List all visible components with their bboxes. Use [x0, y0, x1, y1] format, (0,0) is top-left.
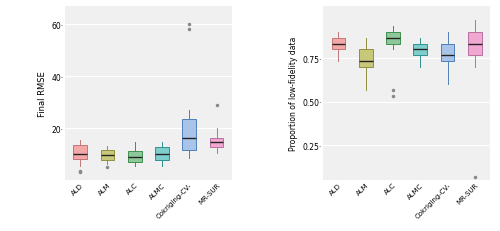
Bar	[468, 33, 482, 56]
Bar	[128, 152, 141, 162]
Bar	[210, 139, 224, 148]
Y-axis label: Proportion of low-fidelity data: Proportion of low-fidelity data	[290, 37, 298, 150]
Y-axis label: Final RMSE: Final RMSE	[38, 71, 48, 116]
Bar	[332, 39, 345, 50]
Bar	[155, 148, 169, 161]
Bar	[359, 50, 372, 68]
Bar	[386, 33, 400, 45]
Bar	[73, 145, 87, 159]
Bar	[100, 150, 114, 161]
Bar	[182, 119, 196, 150]
Bar	[414, 45, 427, 56]
Bar	[441, 45, 454, 62]
